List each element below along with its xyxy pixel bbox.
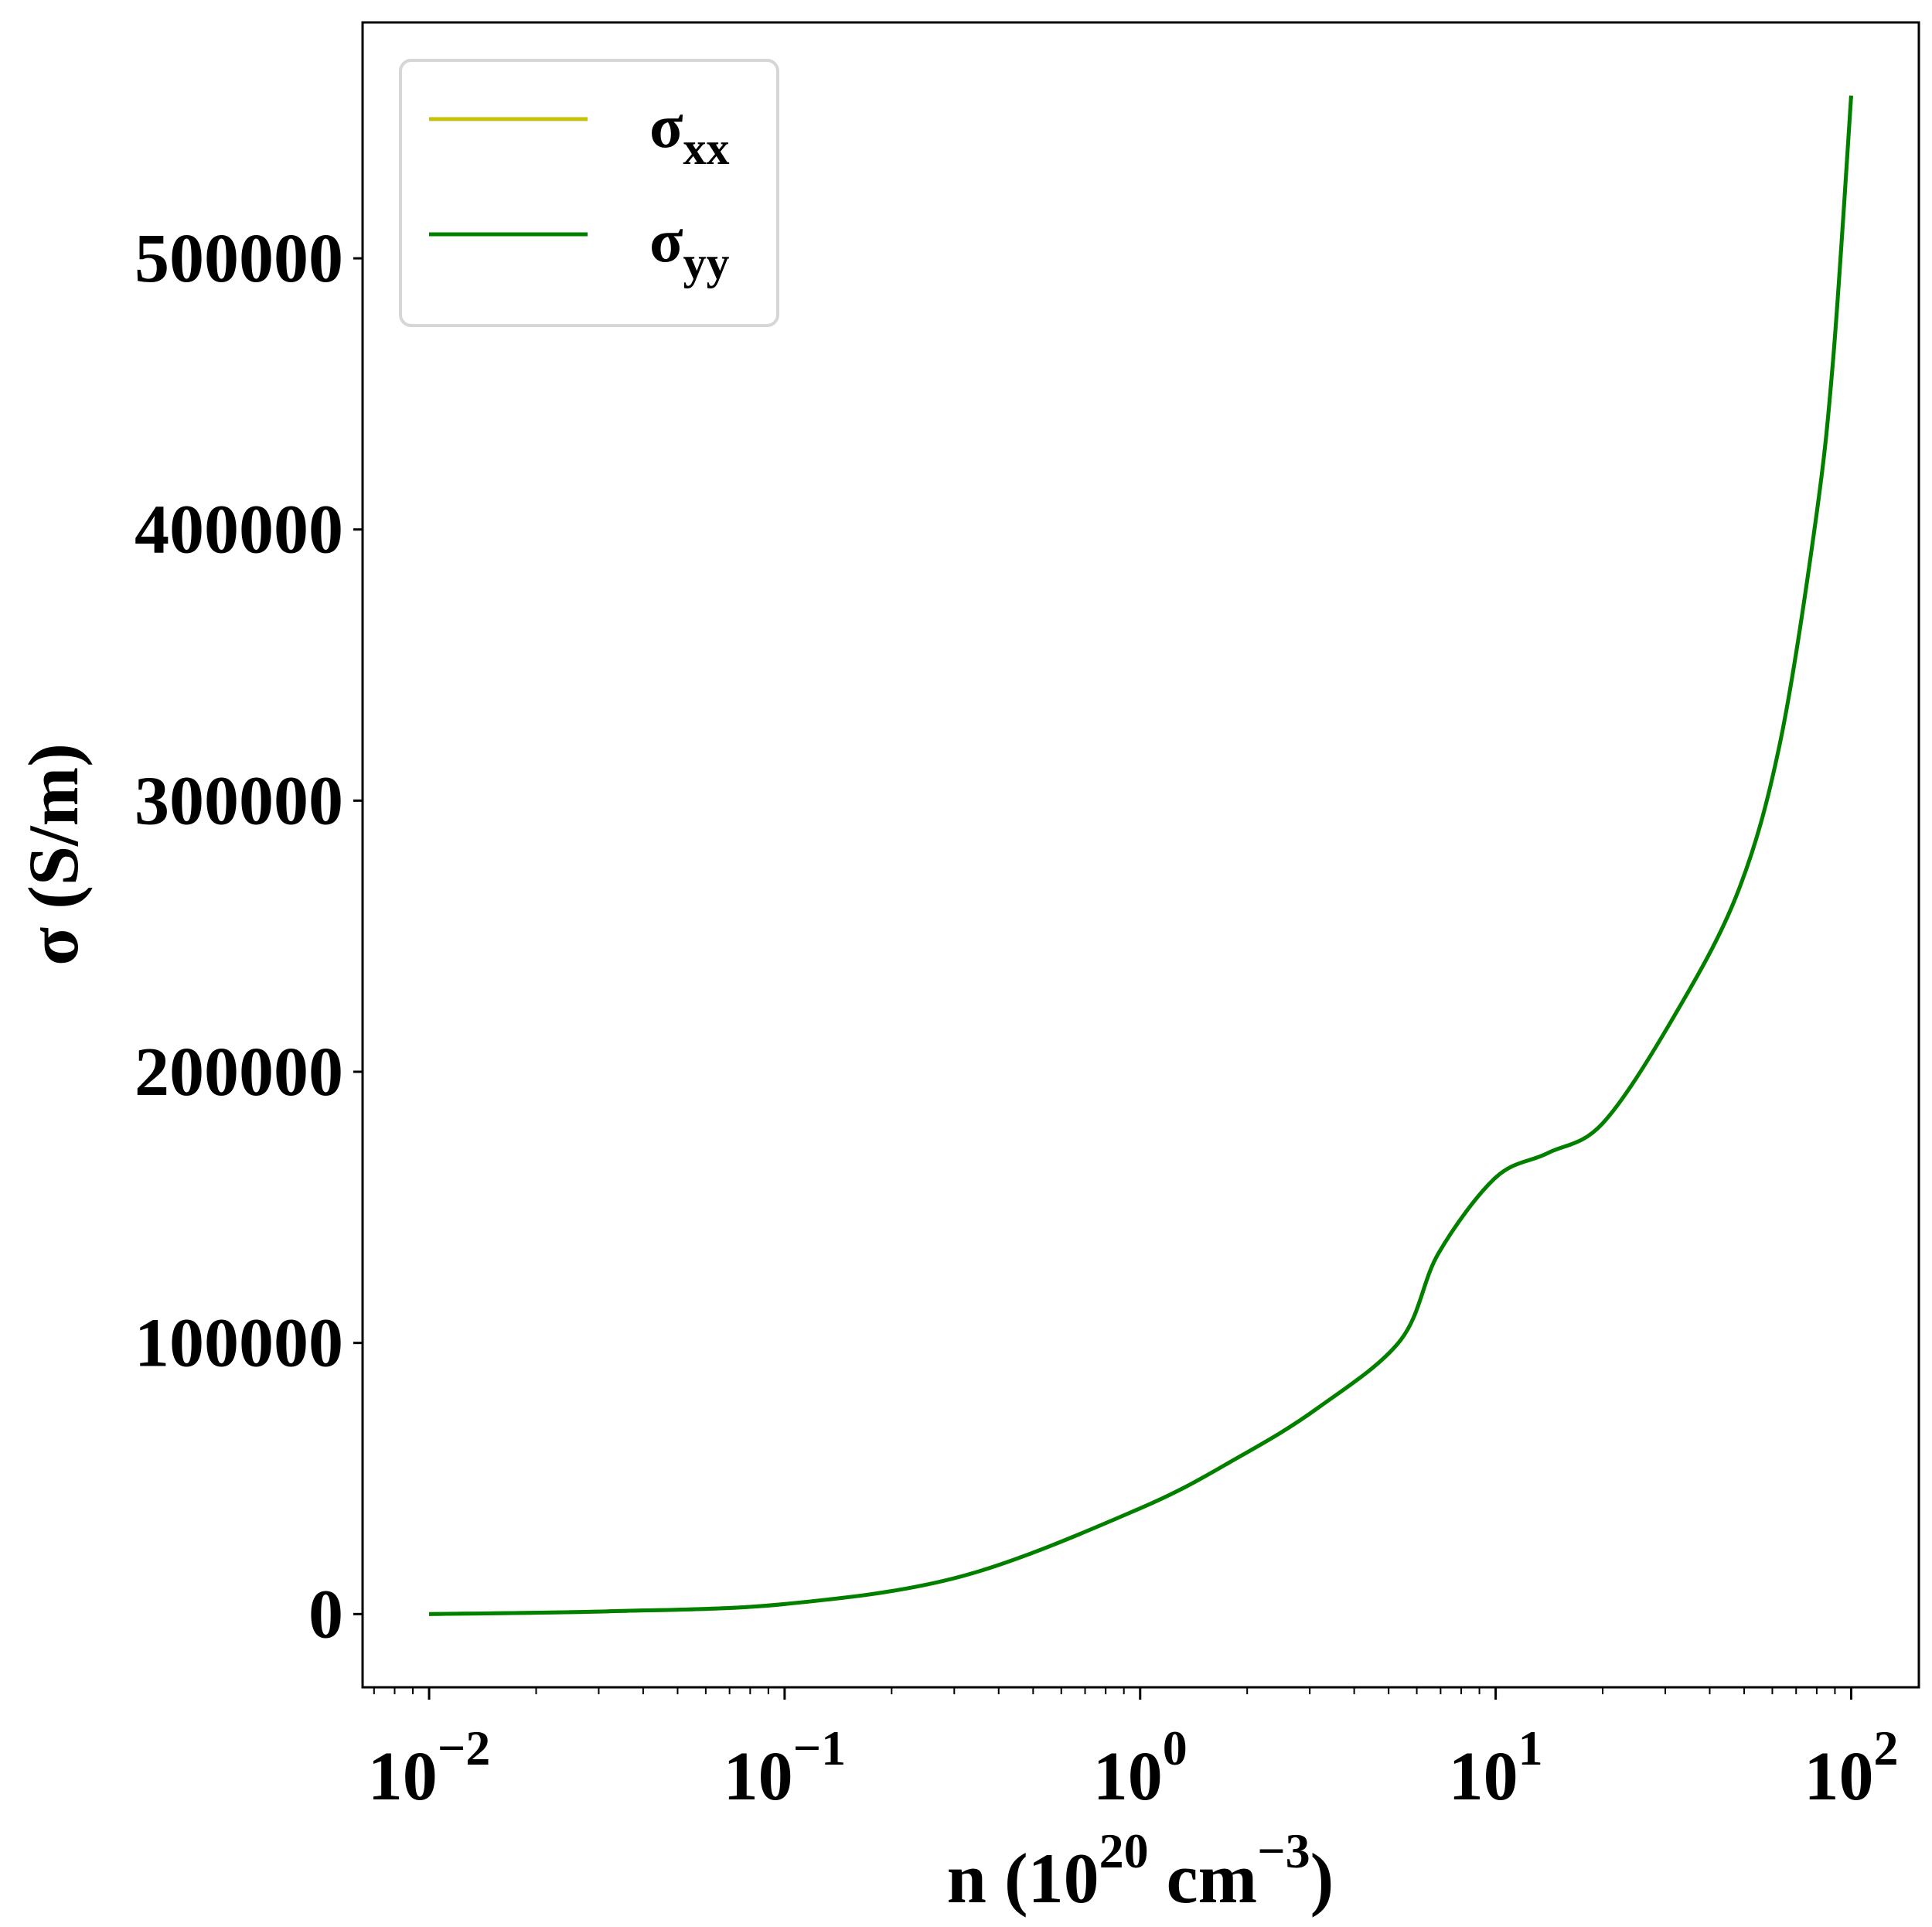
y-tick-label: 400000: [135, 492, 343, 568]
legend-label-sigma-xx: σxx: [649, 93, 730, 174]
y-tick-label: 300000: [135, 762, 343, 839]
x-label-end: ): [1310, 1839, 1334, 1918]
y-tick-label: 0: [308, 1576, 343, 1652]
x-label-main: n (10: [947, 1839, 1099, 1918]
x-tick-label: 10−1: [724, 1721, 846, 1815]
x-tick-label: 10−2: [368, 1721, 490, 1815]
x-tick-label: 102: [1804, 1721, 1898, 1815]
legend-label-sigma-yy: σyy: [649, 207, 730, 288]
y-tick-label: 100000: [135, 1305, 343, 1382]
x-tick-label: 100: [1093, 1721, 1187, 1815]
series-line-sigma-yy: [428, 95, 1853, 1616]
x-tick-label: 101: [1449, 1721, 1543, 1815]
plot-area: [428, 95, 1853, 1616]
x-label-sup1: 20: [1099, 1823, 1149, 1878]
legend-box: [399, 59, 779, 327]
x-axis-label: n (1020 cm−3): [947, 1823, 1334, 1918]
x-label-sup2: −3: [1257, 1823, 1310, 1878]
y-tick-label: 500000: [135, 220, 343, 297]
y-axis-label: σ (S/m): [14, 743, 93, 966]
x-label-unit: cm: [1149, 1839, 1257, 1918]
y-tick-label: 200000: [135, 1034, 343, 1110]
legend: σxx σyy: [399, 59, 779, 327]
